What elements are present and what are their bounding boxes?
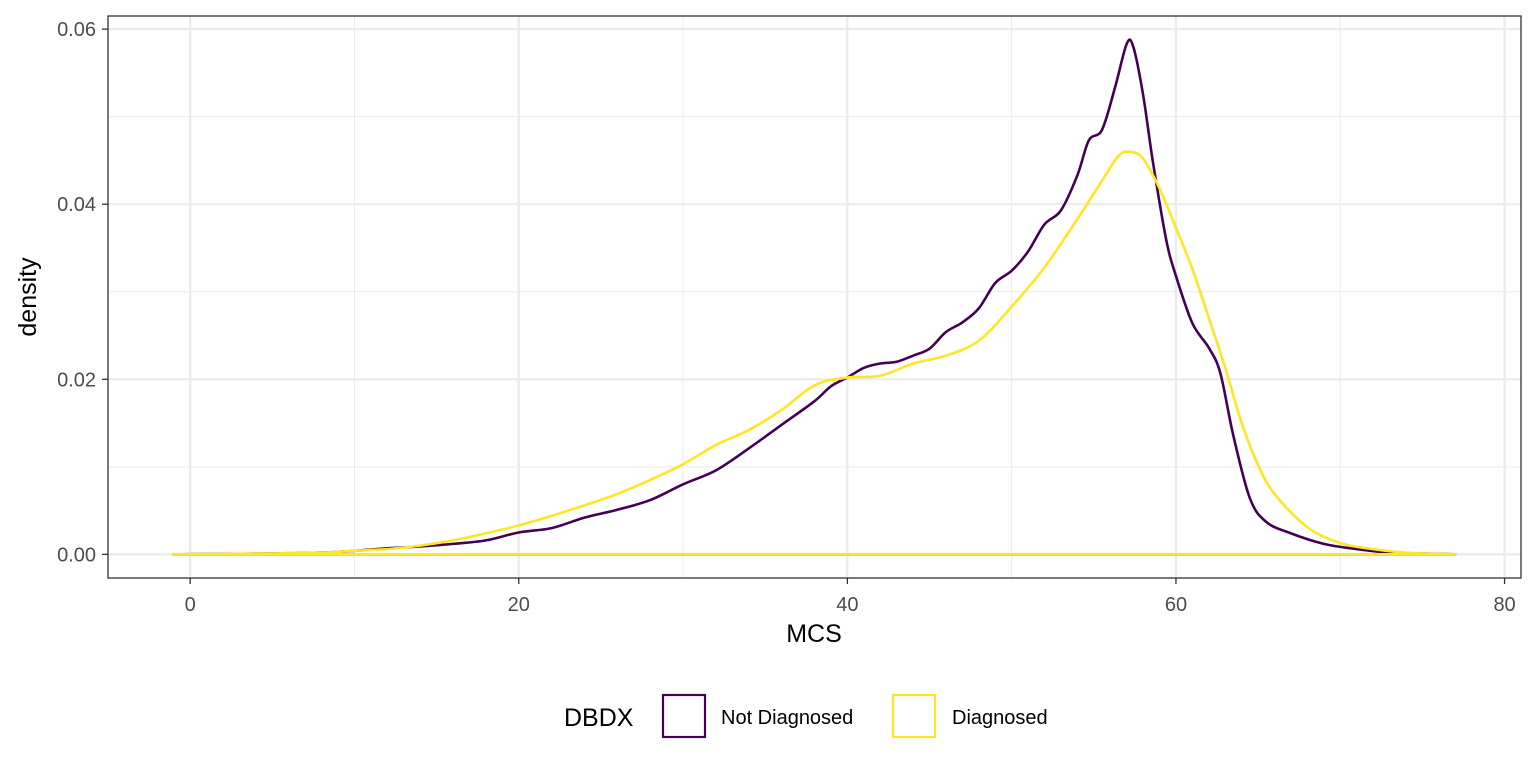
legend-label-not-diagnosed: Not Diagnosed bbox=[721, 707, 853, 729]
y-tick-label: 0.00 bbox=[57, 544, 96, 566]
y-axis: 0.00 0.02 0.04 0.06 bbox=[57, 19, 108, 566]
x-tick-label: 40 bbox=[836, 594, 858, 616]
y-axis-title: density bbox=[14, 257, 42, 337]
x-tick-label: 60 bbox=[1165, 594, 1187, 616]
legend: DBDX Not Diagnosed Diagnosed bbox=[564, 693, 1048, 739]
legend-label-diagnosed: Diagnosed bbox=[952, 707, 1048, 729]
grid-minor bbox=[108, 16, 1521, 578]
plot-border bbox=[107, 15, 1522, 579]
x-axis: 0 20 40 60 80 bbox=[185, 578, 1516, 616]
x-axis-title: MCS bbox=[786, 620, 842, 648]
series-layer bbox=[172, 38, 1457, 556]
legend-title: DBDX bbox=[564, 704, 634, 732]
y-tick-label: 0.04 bbox=[57, 194, 96, 216]
density-curve-not-diagnosed bbox=[172, 38, 1457, 556]
legend-key-not-diagnosed bbox=[661, 693, 707, 739]
y-tick-label: 0.02 bbox=[57, 369, 96, 391]
x-tick-label: 20 bbox=[508, 594, 530, 616]
density-curve-diagnosed bbox=[172, 150, 1457, 556]
x-tick-label: 0 bbox=[185, 594, 196, 616]
plot-panel bbox=[108, 16, 1521, 578]
y-tick-label: 0.06 bbox=[57, 19, 96, 41]
legend-key-diagnosed bbox=[891, 693, 937, 739]
x-tick-label: 80 bbox=[1493, 594, 1515, 616]
